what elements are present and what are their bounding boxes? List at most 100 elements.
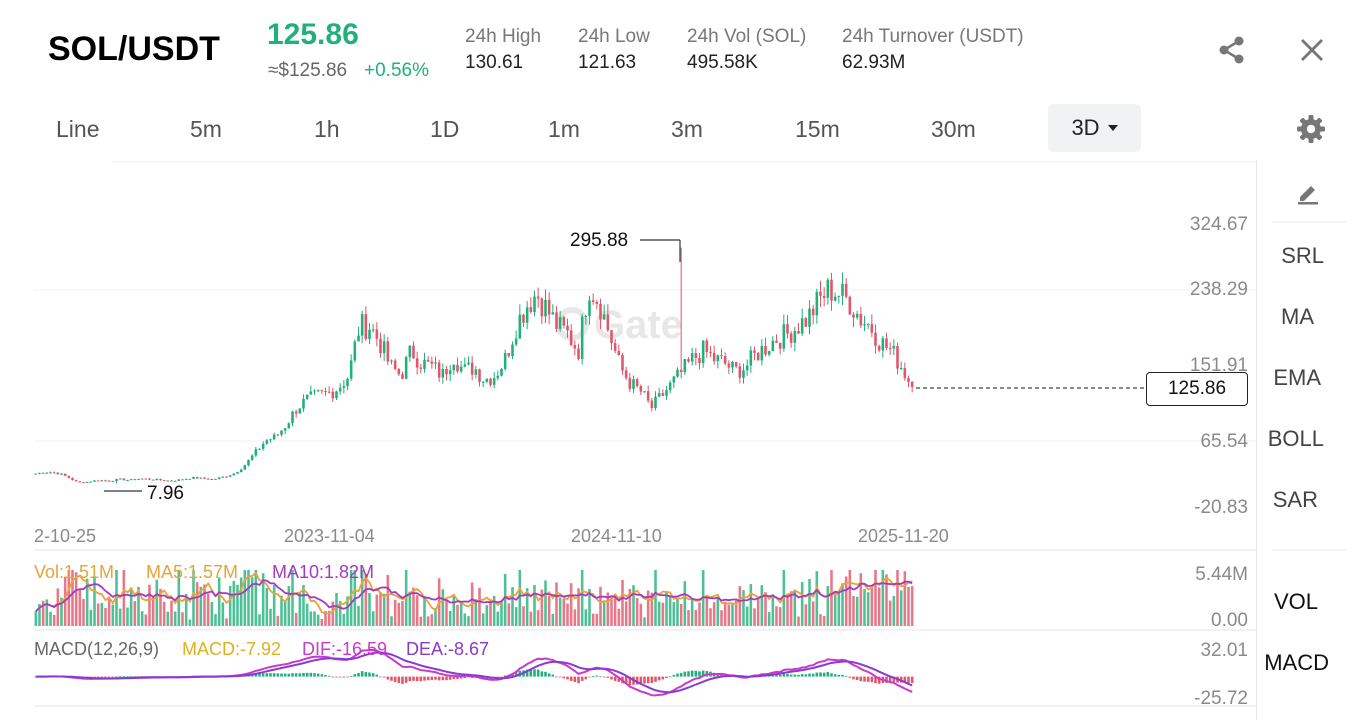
- candle-body: [745, 365, 749, 371]
- macd-histogram-bar: [287, 673, 291, 677]
- indicator-srl[interactable]: SRL: [1281, 243, 1324, 268]
- macd-histogram-bar: [294, 673, 298, 677]
- volume-bar: [276, 615, 280, 626]
- tab-15m[interactable]: 15m: [795, 116, 840, 142]
- candle-body: [408, 345, 412, 358]
- stat-value-high: 130.61: [465, 52, 524, 73]
- indicator-sar[interactable]: SAR: [1272, 487, 1318, 512]
- macd-histogram-bar: [555, 676, 558, 678]
- share-icon[interactable]: [1216, 34, 1248, 66]
- indicator-vol[interactable]: VOL: [1273, 589, 1318, 614]
- candle-body: [419, 367, 423, 369]
- candle-body: [397, 369, 401, 375]
- candle-body: [547, 299, 551, 315]
- volume-bar: [74, 572, 78, 626]
- settings-gear-icon[interactable]: [1296, 114, 1326, 144]
- macd-histogram-bar: [536, 669, 540, 677]
- interval-dropdown[interactable]: 3D: [1048, 104, 1141, 152]
- candle-body: [639, 386, 643, 392]
- volume-bar: [96, 603, 100, 626]
- macd-histogram-bar: [426, 676, 430, 681]
- volume-bar: [511, 587, 514, 626]
- volume-bar: [665, 592, 668, 626]
- candle-body: [342, 386, 346, 388]
- tab-30m[interactable]: 30m: [931, 116, 976, 142]
- candle-body: [287, 423, 291, 429]
- candle-body: [78, 481, 82, 483]
- volume-bar: [514, 607, 518, 626]
- volume-bar: [833, 591, 837, 626]
- candle-body: [478, 369, 481, 382]
- macd-histogram-bar: [606, 676, 610, 678]
- volume-bar: [166, 611, 170, 626]
- tab-1m[interactable]: 1m: [548, 116, 580, 142]
- candle-body: [474, 369, 478, 375]
- candle-body: [643, 391, 646, 393]
- current-price-tag[interactable]: 125.86: [1146, 372, 1248, 406]
- candle-body: [34, 473, 38, 475]
- candle-body: [731, 361, 734, 368]
- volume-bar: [104, 608, 107, 626]
- chevron-down-icon: [1107, 125, 1118, 131]
- volume-bar: [199, 586, 203, 626]
- macd-histogram-bar: [657, 676, 661, 681]
- volume-bar: [181, 612, 184, 626]
- candle-body: [74, 480, 78, 482]
- candle-body: [551, 312, 555, 315]
- macd-histogram-bar: [463, 676, 467, 678]
- volume-bar: [749, 584, 753, 626]
- candle-body: [808, 308, 811, 327]
- tab-1h[interactable]: 1h: [314, 116, 340, 142]
- candle-body: [364, 314, 368, 340]
- candle-body: [45, 472, 49, 474]
- macd-histogram-bar: [265, 673, 269, 677]
- volume-bar: [261, 573, 265, 626]
- candle-body: [566, 325, 569, 331]
- volume-bar: [434, 608, 437, 626]
- macd-histogram-bar: [624, 676, 628, 685]
- volume-bar: [151, 597, 155, 626]
- candle-body: [199, 477, 203, 479]
- macd-histogram-bar: [324, 675, 327, 677]
- volume-bar: [467, 616, 470, 626]
- close-icon[interactable]: [1298, 36, 1326, 64]
- macd-histogram-bar: [261, 673, 265, 677]
- candle-body: [60, 473, 63, 475]
- volume-bar: [533, 585, 536, 626]
- candle-body: [767, 351, 771, 355]
- candle-body: [712, 352, 716, 362]
- tab-5m[interactable]: 5m: [190, 116, 222, 142]
- macd-histogram-bar: [822, 672, 826, 677]
- volume-bar: [558, 597, 562, 626]
- macd-histogram-bar: [885, 676, 888, 683]
- volume-bar: [822, 616, 826, 626]
- indicator-macd[interactable]: MACD: [1264, 650, 1329, 675]
- candle-body: [804, 318, 808, 327]
- volume-bar: [456, 604, 459, 626]
- volume-bar: [232, 580, 236, 626]
- volume-bar: [489, 599, 492, 626]
- candle-body: [815, 291, 819, 316]
- candle-body: [687, 359, 690, 362]
- macd-histogram-bar: [782, 673, 786, 677]
- macd-histogram-bar: [573, 676, 577, 683]
- tab-1d[interactable]: 1D: [430, 116, 460, 142]
- macd-histogram-bar: [562, 676, 566, 679]
- volume-bar: [874, 570, 877, 626]
- macd-histogram-bar: [386, 676, 390, 680]
- macd-histogram-bar: [496, 676, 500, 678]
- candle-body: [870, 324, 874, 333]
- macd-legend-dea: DEA:-8.67: [406, 639, 490, 659]
- volume-bar: [393, 599, 397, 626]
- volume-bar: [360, 570, 364, 626]
- macd-histogram-bar: [360, 671, 364, 677]
- indicator-boll[interactable]: BOLL: [1267, 426, 1324, 451]
- candle-body: [632, 379, 635, 389]
- draw-pencil-icon[interactable]: [1294, 178, 1322, 206]
- tab-3m[interactable]: 3m: [671, 116, 703, 142]
- tab-line[interactable]: Line: [56, 116, 100, 142]
- vol-ma5-line: [35, 571, 913, 615]
- indicator-ma[interactable]: MA: [1281, 304, 1314, 329]
- indicator-ema[interactable]: EMA: [1273, 365, 1321, 390]
